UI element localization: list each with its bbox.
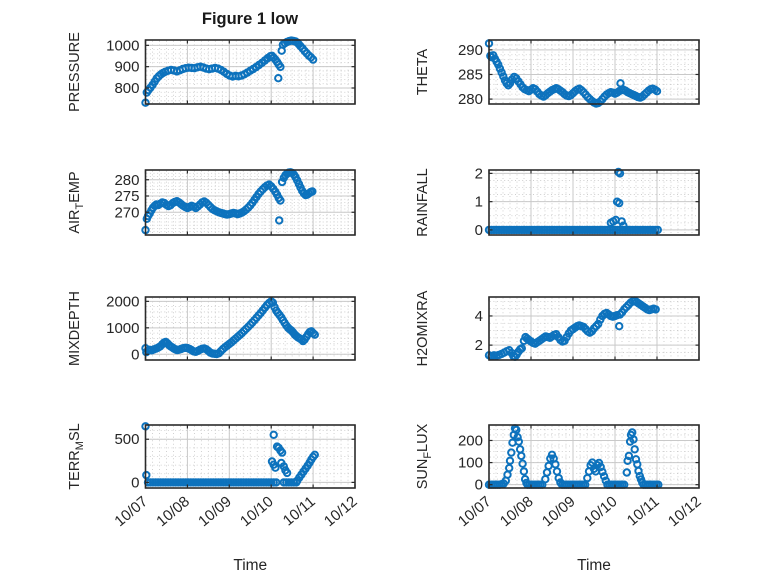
data-points (141, 168, 317, 235)
ylabel-theta: THETA (415, 48, 431, 95)
y-tick-label: 270 (114, 204, 139, 221)
x-tick-label: 10/11 (624, 493, 663, 529)
x-tick-label: 10/11 (280, 493, 319, 529)
major-grid (145, 297, 355, 360)
y-tick-label: 280 (458, 91, 483, 108)
subplot-mixdepth: 0 1000 2000 MIXDEPTH (67, 291, 356, 366)
y-tick-label: 2000 (106, 293, 139, 310)
subplot-terr-msl: 0 500 TERRMSL 10/07 10/08 10/09 10/10 10/11 10/1… (67, 422, 361, 574)
subplot-theta: 280 285 290 THETA (415, 39, 700, 108)
y-tick-label: 0 (131, 346, 139, 363)
axis-box (488, 39, 700, 105)
y-tick-label: 4 (475, 308, 483, 325)
ylabel-mixdepth: MIXDEPTH (67, 291, 83, 366)
axis-box (488, 424, 700, 489)
y-tick-label: 1000 (106, 320, 139, 337)
ylabel-h2omixra: H2OMIXRA (415, 290, 431, 366)
axis-box (488, 296, 700, 361)
data-points (141, 36, 318, 107)
tick-marks (144, 425, 356, 488)
y-tick-label: 800 (114, 80, 139, 97)
y-tick-label: 290 (458, 42, 483, 59)
tick-marks (488, 297, 700, 360)
y-tick-label: 285 (458, 66, 483, 83)
y-tick-label: 100 (458, 455, 483, 472)
minor-grid (146, 425, 355, 488)
tick-marks (144, 170, 356, 235)
x-tick-label: 10/09 (195, 493, 235, 530)
y-tick-label: 2 (475, 165, 483, 182)
figure-title: Figure 1 low (201, 10, 299, 28)
subplot-pressure: 800 900 1000 PRESSURE (67, 32, 356, 112)
y-tick-label: 0 (475, 222, 483, 239)
y-tick-label: 275 (114, 188, 139, 205)
y-tick-label: 1 (475, 194, 483, 211)
subplot-h2omixra: 2 4 H2OMIXRA (415, 290, 700, 366)
data-points (484, 296, 660, 361)
tick-marks (144, 297, 356, 360)
tick-marks (488, 40, 700, 104)
x-tick-label: 10/10 (237, 493, 277, 530)
y-tick-label: 1000 (106, 37, 139, 54)
x-axis-label: Time (233, 557, 267, 574)
major-grid (145, 170, 355, 235)
ylabel-air-temp: AIRTEMP (67, 171, 86, 233)
axis-box (144, 39, 356, 105)
axis-box (144, 169, 356, 236)
y-tick-label: 900 (114, 59, 139, 76)
ylabel-pressure: PRESSURE (67, 32, 83, 112)
x-tick-label: 10/08 (497, 493, 537, 530)
x-tick-label: 10/07 (455, 493, 495, 530)
x-tick-label: 10/10 (581, 493, 621, 530)
tick-marks (488, 170, 700, 235)
x-tick-label: 10/12 (321, 493, 361, 530)
ylabel-rainfall: RAINFALL (415, 168, 431, 237)
y-tick-label: 500 (114, 431, 139, 448)
subplot-sun-flux: 0 100 200 SUNFLUX 10/07 10/08 10/09 10/10 10/11 1… (415, 423, 705, 574)
ylabel-terr-msl: TERRMSL (67, 423, 86, 489)
axis-box (144, 424, 356, 489)
axis-box (488, 169, 700, 236)
y-tick-label: 200 (458, 432, 483, 449)
data-points (484, 39, 662, 108)
y-tick-label: 2 (475, 337, 483, 354)
x-tick-label: 10/09 (539, 493, 579, 530)
axis-box (144, 296, 356, 361)
x-tick-label: 10/12 (665, 493, 705, 530)
y-tick-label: 0 (475, 477, 483, 494)
x-tick-label: 10/08 (153, 493, 193, 530)
y-tick-label: 280 (114, 172, 139, 189)
y-tick-label: 0 (131, 474, 139, 491)
data-points (484, 167, 662, 235)
tick-marks (144, 40, 356, 104)
ylabel-sun-flux: SUNFLUX (415, 423, 434, 489)
data-points (141, 422, 319, 487)
subplot-rainfall: 0 1 2 RAINFALL (415, 165, 700, 239)
plot-area (489, 170, 699, 235)
x-axis-label: Time (577, 557, 611, 574)
tick-marks (488, 425, 700, 488)
x-tick-label: 10/07 (111, 493, 151, 530)
